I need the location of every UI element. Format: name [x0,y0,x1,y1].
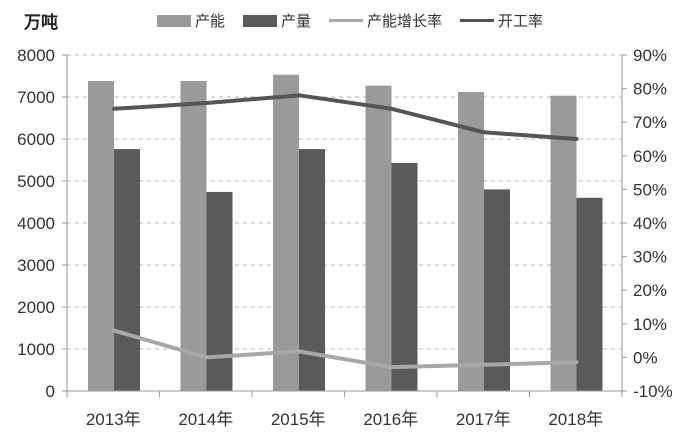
y-tick-label: 7000 [17,88,55,107]
legend-item-utilization: 开工率 [460,10,543,31]
y2-tick-label: 60% [633,147,667,166]
y-tick-label: 2000 [17,298,55,317]
legend-label-capacity: 产能 [195,12,226,30]
bar-production [206,191,233,391]
bar-capacity [88,81,114,391]
bar-capacity [365,85,392,391]
legend-swatch-capacity [157,14,191,27]
x-tick-label: 2013年 [86,410,141,429]
y-axis-unit-label: 万吨 [24,13,58,33]
legend-item-production: 产量 [243,10,311,31]
y-tick-label: 5000 [17,172,55,191]
bar-production [114,149,140,391]
line-series [112,93,579,370]
y-tick-label: 1000 [17,340,55,359]
legend-label-capacity-growth: 产能增长率 [367,12,443,30]
y2-tick-label: 80% [633,80,667,99]
bar-capacity [180,81,207,391]
line-utilization [112,93,579,141]
y-tick-label: 8000 [17,46,55,65]
legend-swatch-production [243,14,278,27]
legend-label-production: 产量 [281,12,312,30]
x-tick-label: 2015年 [271,410,326,429]
bar-capacity [550,95,577,392]
y-tick-label: 4000 [17,214,55,233]
y2-tick-label: 30% [633,248,667,267]
x-tick-label: 2014年 [178,410,233,429]
y-tick-label: 0 [46,382,55,401]
y-tick-label: 6000 [17,130,55,149]
y2-tick-label: 70% [633,113,667,132]
x-tick-label: 2016年 [363,410,418,429]
bar-production [484,189,510,391]
x-tick-label: 2017年 [456,410,511,429]
legend: 产能 产量 产能增长率 开工率 [157,10,561,31]
bar-capacity [458,91,484,392]
y2-tick-label: 10% [633,315,667,334]
y-tick-label: 3000 [17,256,55,275]
y2-tick-label: 40% [633,214,667,233]
axes: 0 1000 2000 3000 4000 5000 6000 7000 8000 -10% 0% 1… [17,46,673,429]
y2-tick-label: -10% [633,382,673,401]
y2-tick-label: 50% [633,180,667,199]
gridlines [67,54,622,350]
legend-item-capacity-growth: 产能增长率 [329,10,442,31]
legend-label-utilization: 开工率 [498,12,544,30]
y2-tick-label: 20% [633,281,667,300]
x-tick-label: 2018年 [548,410,603,429]
y2-tick-label: 0% [633,348,658,367]
bar-production [576,197,603,391]
legend-swatch-utilization [460,19,495,22]
y2-tick-label: 90% [633,46,667,65]
legend-item-capacity: 产能 [157,10,225,31]
bar-series [88,74,603,392]
legend-swatch-capacity-growth [329,19,364,22]
bar-capacity [273,74,299,392]
line-capacity-growth [112,328,579,370]
bar-production [391,162,418,391]
